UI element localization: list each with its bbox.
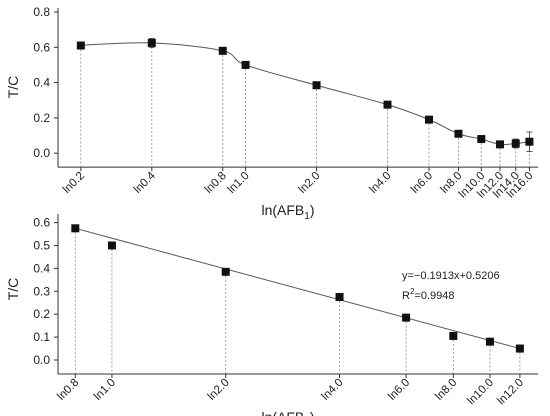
x-axis-title: ln(AFB1) [261, 409, 314, 416]
data-point [71, 224, 80, 233]
x-axis-title-main: ln(AFB [261, 202, 304, 218]
y-tick-label: 0.1 [33, 330, 50, 344]
data-point [218, 46, 227, 55]
y-tick-label: 0.6 [33, 40, 50, 54]
data-point [477, 135, 486, 144]
x-tick-label: ln4.0 [320, 377, 346, 403]
data-point [221, 267, 230, 276]
data-point [312, 81, 321, 90]
y-tick-label: 0.5 [33, 238, 50, 252]
y-axis-title: T/C [5, 278, 21, 301]
data-point [147, 38, 156, 47]
x-tick-label: ln0.2 [61, 170, 87, 196]
data-point [511, 139, 520, 148]
y-tick-label: 0.6 [33, 216, 50, 230]
chart-bottom: 0.0 0.1 0.2 0.3 0.4 0.5 0.6 T/C ln0.8 ln1.0 ln2.0 l… [5, 214, 538, 416]
y-tick-label: 0.8 [33, 5, 50, 19]
y-axis-title: T/C [5, 76, 21, 99]
y-tick-label: 0.4 [33, 261, 50, 275]
data-point [449, 331, 458, 340]
x-tick-label: ln6.0 [386, 377, 412, 403]
y-tick-label: 0.3 [33, 284, 50, 298]
data-point [383, 100, 392, 109]
y-tick-label: 0.2 [33, 307, 50, 321]
data-point [425, 115, 434, 124]
data-point [515, 344, 524, 353]
data-point [107, 241, 116, 250]
fit-line [75, 227, 521, 350]
x-tick-label: ln1.0 [92, 377, 118, 403]
x-axis-title: ln(AFB1) [261, 202, 314, 222]
y-tick-label: 0.0 [33, 353, 50, 367]
x-tick-label: ln0.8 [203, 170, 229, 196]
data-point [525, 137, 534, 146]
y-tick-label: 0.4 [33, 76, 50, 90]
data-point [241, 60, 250, 69]
data-point [495, 140, 504, 149]
y-tick-label: 0.0 [33, 146, 50, 160]
x-axis-title-sub: 1 [304, 211, 310, 222]
x-tick-label: ln8.0 [433, 377, 459, 403]
r-squared-prefix: R [402, 290, 410, 302]
x-tick-label: ln2.0 [206, 377, 232, 403]
data-point [335, 293, 344, 302]
x-tick-label: ln12.0 [495, 377, 526, 408]
x-tick-label: ln2.0 [297, 170, 323, 196]
data-point [76, 41, 85, 50]
x-axis-title-close: ) [310, 409, 315, 416]
r-squared-value: =0.9948 [414, 290, 454, 302]
x-axis-title-close: ) [310, 202, 315, 218]
data-point [402, 313, 411, 322]
x-tick-label: ln10.0 [465, 377, 496, 408]
data-point [485, 337, 494, 346]
fit-equation: y=−0.1913x+0.5206 [402, 270, 500, 282]
x-tick-label: ln1.0 [226, 170, 252, 196]
y-tick-label: 0.2 [33, 111, 50, 125]
data-point [454, 129, 463, 138]
x-axis-title-main: ln(AFB [261, 409, 304, 416]
x-tick-label: ln4.0 [368, 170, 394, 196]
x-tick-label: ln0.8 [55, 377, 81, 403]
r-squared-sup: 2 [410, 287, 415, 296]
fit-curve [80, 42, 530, 146]
x-tick-label: ln6.0 [409, 170, 435, 196]
x-tick-label: ln0.4 [132, 169, 159, 196]
r-squared: R2=0.9948 [402, 287, 454, 302]
